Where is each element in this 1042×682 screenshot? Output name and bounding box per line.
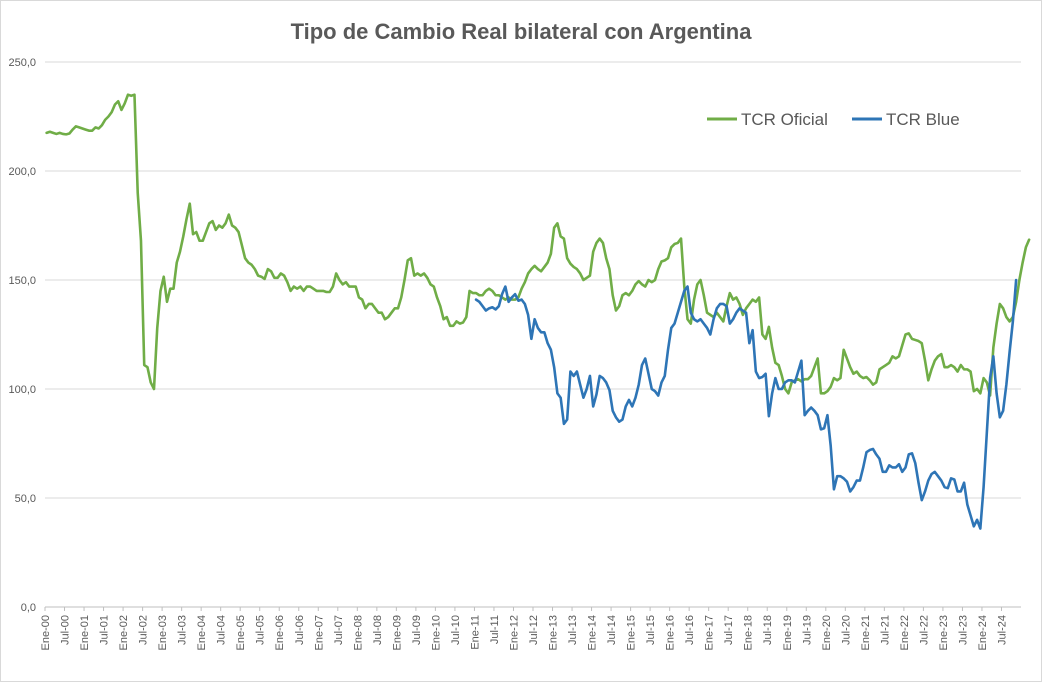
y-tick-label: 150,0 bbox=[8, 275, 36, 287]
x-tick-label: Ene-08 bbox=[352, 615, 364, 650]
y-axis-ticks: 0,0 50,0 100,0 150,0 200,0 250,0 bbox=[8, 57, 36, 614]
x-tick-label: Jul-13 bbox=[567, 615, 579, 645]
chart-title: Tipo de Cambio Real bilateral con Argent… bbox=[291, 19, 753, 44]
y-tick-label: 50,0 bbox=[15, 493, 36, 505]
x-tick-label: Jul-11 bbox=[489, 615, 501, 644]
x-tick-label: Ene-13 bbox=[548, 615, 560, 650]
x-tick-label: Jul-09 bbox=[411, 615, 423, 645]
x-tick-label: Ene-09 bbox=[391, 615, 403, 650]
x-tick-label: Ene-02 bbox=[118, 615, 130, 650]
y-tick-label: 100,0 bbox=[8, 384, 36, 396]
x-tick-label: Jul-00 bbox=[60, 615, 72, 645]
x-tick-label: Jul-08 bbox=[372, 615, 384, 645]
x-tick-label: Jul-19 bbox=[801, 615, 813, 645]
y-tick-label: 200,0 bbox=[8, 166, 36, 178]
x-tick-label: Ene-14 bbox=[587, 615, 599, 650]
x-tick-label: Jul-17 bbox=[723, 615, 735, 645]
x-tick-label: Ene-03 bbox=[157, 615, 169, 650]
x-tick-label: Jul-06 bbox=[294, 615, 306, 645]
x-tick-label: Jul-15 bbox=[645, 615, 657, 645]
x-tick-label: Ene-10 bbox=[430, 615, 442, 650]
x-tick-label: Ene-16 bbox=[665, 615, 677, 650]
x-tick-label: Ene-21 bbox=[860, 615, 872, 650]
x-tick-label: Jul-05 bbox=[255, 615, 267, 645]
x-tick-label: Ene-11 bbox=[469, 615, 481, 650]
x-tick-label: Ene-07 bbox=[313, 615, 325, 650]
x-tick-label: Jul-24 bbox=[996, 615, 1008, 645]
x-tick-label: Ene-00 bbox=[40, 615, 52, 650]
x-tick-label: Jul-02 bbox=[138, 615, 150, 645]
x-tick-label: Jul-22 bbox=[918, 615, 930, 645]
x-tick-label: Ene-22 bbox=[899, 615, 911, 650]
y-tick-label: 0,0 bbox=[21, 602, 36, 614]
legend-label-oficial: TCR Oficial bbox=[741, 110, 828, 129]
x-tick-label: Ene-20 bbox=[821, 615, 833, 650]
x-tick-label: Ene-04 bbox=[196, 615, 208, 650]
x-tick-label: Ene-23 bbox=[938, 615, 950, 650]
x-tick-label: Ene-19 bbox=[782, 615, 794, 650]
series-layer bbox=[45, 93, 1031, 530]
x-tick-label: Jul-10 bbox=[450, 615, 462, 645]
x-tick-label: Jul-07 bbox=[333, 615, 345, 645]
x-tick-label: Ene-05 bbox=[235, 615, 247, 650]
x-tick-label: Ene-17 bbox=[704, 615, 716, 650]
series-line-tcr-oficial bbox=[45, 93, 1031, 397]
series-line-tcr-blue bbox=[474, 278, 1018, 530]
gridlines bbox=[45, 61, 1021, 608]
x-tick-label: Ene-18 bbox=[743, 615, 755, 650]
x-tick-label: Jul-18 bbox=[762, 615, 774, 645]
legend-label-blue: TCR Blue bbox=[886, 110, 960, 129]
y-tick-label: 250,0 bbox=[8, 57, 36, 69]
x-tick-label: Jul-04 bbox=[216, 615, 228, 645]
x-tick-label: Ene-01 bbox=[79, 615, 91, 650]
x-tick-label: Ene-12 bbox=[508, 615, 520, 650]
x-tick-label: Jul-21 bbox=[879, 615, 891, 645]
legend: TCR Oficial TCR Blue bbox=[707, 110, 960, 129]
x-tick-label: Jul-20 bbox=[840, 615, 852, 645]
x-tick-label: Jul-14 bbox=[606, 615, 618, 645]
x-tick-label: Jul-23 bbox=[957, 615, 969, 645]
x-tick-label: Jul-16 bbox=[684, 615, 696, 645]
x-tick-label: Jul-03 bbox=[177, 615, 189, 645]
x-axis-ticks: Ene-00 Jul-00 Ene-01 Jul-01 Ene-02 Jul-02 Ene-… bbox=[40, 607, 1008, 650]
x-tick-label: Ene-24 bbox=[977, 615, 989, 650]
x-tick-label: Jul-12 bbox=[528, 615, 540, 645]
x-tick-label: Jul-01 bbox=[99, 615, 111, 645]
x-tick-label: Ene-15 bbox=[626, 615, 638, 650]
x-tick-label: Ene-06 bbox=[274, 615, 286, 650]
